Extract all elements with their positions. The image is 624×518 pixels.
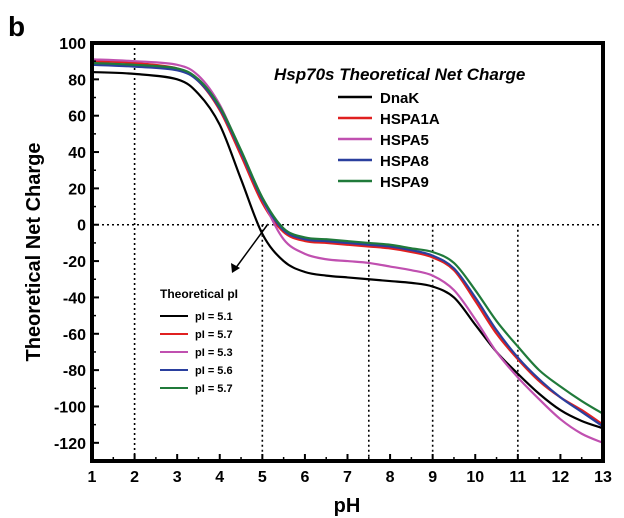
- y-tick-label: 80: [68, 72, 86, 89]
- x-axis-ticks: 1 2 3 4 5 6 7 8 9 10 11 12 13: [88, 454, 612, 486]
- chart-title: Hsp70s Theoretical Net Charge: [274, 65, 525, 84]
- x-tick-label: 9: [428, 469, 437, 486]
- y-tick-label: 20: [68, 181, 86, 198]
- y-tick-label: -60: [63, 327, 86, 344]
- annotation-arrow-head: [231, 263, 240, 273]
- x-tick-label: 6: [300, 469, 309, 486]
- pi-entry: pI = 5.7: [195, 329, 233, 341]
- pi-entry: pI = 5.7: [195, 383, 233, 395]
- legend-entry: HSPA9: [380, 174, 429, 191]
- y-tick-label: -20: [63, 254, 86, 271]
- x-tick-label: 8: [386, 469, 395, 486]
- x-tick-label: 7: [343, 469, 352, 486]
- x-tick-label: 11: [509, 469, 526, 486]
- pi-entry: pI = 5.6: [195, 365, 233, 377]
- annotation-title: Theoretical pI: [160, 287, 238, 301]
- y-tick-label: -80: [63, 363, 86, 380]
- y-tick-label: -120: [54, 436, 86, 453]
- theoretical-pi-annotation: Theoretical pI pI = 5.1 pI = 5.7 pI = 5.3 p…: [160, 223, 269, 395]
- y-tick-label: 100: [59, 36, 86, 53]
- y-axis-ticks: 100 80 60 40 20 0 -20 -40 -60 -80 -100 -120: [54, 36, 99, 462]
- x-axis-label: pH: [334, 495, 361, 517]
- series-line-hspa5: [91, 58, 604, 444]
- pi-entry: pI = 5.1: [195, 311, 233, 323]
- y-axis-label: Theoretical Net Charge: [23, 143, 45, 362]
- x-tick-label: 13: [594, 469, 612, 486]
- series-line-hspa9: [91, 61, 604, 415]
- x-tick-label: 4: [215, 469, 224, 486]
- legend-entry: DnaK: [380, 90, 419, 107]
- x-tick-label: 2: [130, 469, 139, 486]
- annotation-arrow: [234, 223, 269, 270]
- y-tick-label: 0: [77, 218, 86, 235]
- legend-entry: HSPA1A: [380, 111, 440, 128]
- x-tick-label: 12: [552, 469, 570, 486]
- legend-entry: HSPA5: [380, 132, 429, 149]
- plot-frame: [90, 41, 605, 463]
- series-line-dnak: [91, 70, 604, 430]
- legend-entry: HSPA8: [380, 153, 429, 170]
- x-tick-label: 3: [173, 469, 182, 486]
- reference-lines: [92, 43, 603, 461]
- panel-label: b: [8, 11, 25, 42]
- pi-entry: pI = 5.3: [195, 347, 233, 359]
- series-lines: [91, 58, 604, 444]
- y-tick-label: 40: [68, 145, 86, 162]
- x-tick-label: 10: [466, 469, 484, 486]
- legend: DnaK HSPA1A HSPA5 HSPA8 HSPA9: [338, 90, 440, 191]
- x-tick-label: 5: [258, 469, 267, 486]
- y-tick-label: -100: [54, 399, 86, 416]
- x-tick-label: 1: [88, 469, 97, 486]
- y-tick-label: -40: [63, 290, 86, 307]
- y-tick-label: 60: [68, 109, 86, 126]
